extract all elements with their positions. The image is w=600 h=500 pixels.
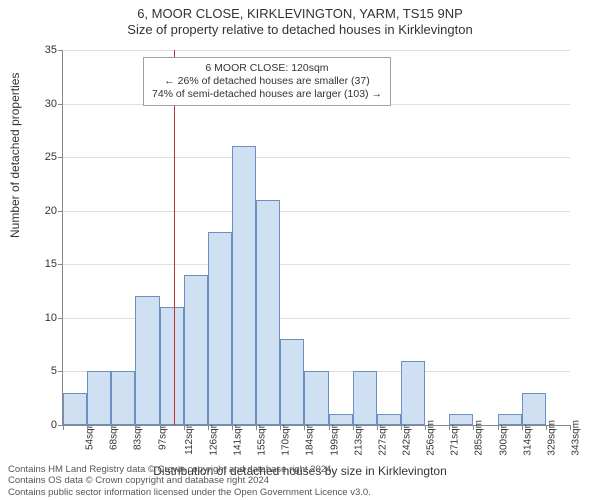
- y-tick-mark: [58, 318, 63, 319]
- x-tick-mark: [160, 425, 161, 430]
- x-tick-mark: [329, 425, 330, 430]
- histogram-bar: [522, 393, 546, 425]
- histogram-bar: [498, 414, 522, 425]
- x-tick-label: 155sqm: [256, 420, 267, 456]
- x-tick-mark: [473, 425, 474, 430]
- x-tick-label: 112sqm: [184, 420, 195, 455]
- x-tick-label: 329sqm: [546, 420, 557, 456]
- x-tick-label: 227sqm: [377, 420, 388, 456]
- annotation-box: 6 MOOR CLOSE: 120sqm← 26% of detached ho…: [143, 57, 391, 106]
- histogram-bar: [256, 200, 280, 425]
- histogram-bar: [232, 146, 256, 425]
- histogram-bar: [377, 414, 401, 425]
- x-tick-mark: [111, 425, 112, 430]
- y-tick-mark: [58, 157, 63, 158]
- histogram-bar: [280, 339, 304, 425]
- x-tick-label: 343sqm: [570, 420, 581, 456]
- x-tick-mark: [304, 425, 305, 430]
- y-tick-mark: [58, 371, 63, 372]
- y-tick-mark: [58, 50, 63, 51]
- x-tick-label: 184sqm: [305, 420, 316, 456]
- x-tick-label: 199sqm: [329, 420, 340, 456]
- gridline: [63, 50, 570, 51]
- x-tick-mark: [425, 425, 426, 430]
- x-tick-label: 314sqm: [522, 420, 533, 456]
- x-tick-mark: [208, 425, 209, 430]
- histogram-bar: [135, 296, 159, 425]
- histogram-bar: [111, 371, 135, 425]
- histogram-bar: [329, 414, 353, 425]
- x-tick-label: 256sqm: [425, 420, 436, 456]
- y-tick-mark: [58, 211, 63, 212]
- annotation-line: ← 26% of detached houses are smaller (37…: [152, 75, 382, 88]
- histogram-bar: [184, 275, 208, 425]
- x-tick-mark: [377, 425, 378, 430]
- footer-attribution: Contains HM Land Registry data © Crown c…: [8, 464, 371, 498]
- x-tick-mark: [87, 425, 88, 430]
- histogram-bar: [87, 371, 111, 425]
- y-axis-label: Number of detached properties: [8, 73, 22, 238]
- histogram-bar: [401, 361, 425, 425]
- y-tick-mark: [58, 264, 63, 265]
- x-tick-mark: [449, 425, 450, 430]
- footer-line3: Contains public sector information licen…: [8, 487, 371, 498]
- x-tick-label: 300sqm: [498, 420, 509, 456]
- histogram-bar: [449, 414, 473, 425]
- chart-title-line2: Size of property relative to detached ho…: [0, 22, 600, 38]
- y-tick-label: 0: [51, 419, 57, 431]
- x-tick-mark: [353, 425, 354, 430]
- annotation-line: 6 MOOR CLOSE: 120sqm: [152, 62, 382, 75]
- x-tick-label: 285sqm: [474, 420, 485, 456]
- y-tick-label: 30: [45, 98, 57, 110]
- x-tick-mark: [232, 425, 233, 430]
- x-tick-mark: [280, 425, 281, 430]
- y-tick-label: 15: [45, 258, 57, 270]
- x-tick-mark: [401, 425, 402, 430]
- gridline: [63, 157, 570, 158]
- y-tick-label: 35: [45, 44, 57, 56]
- annotation-line: 74% of semi-detached houses are larger (…: [152, 88, 382, 101]
- x-tick-label: 242sqm: [401, 420, 412, 456]
- x-tick-label: 271sqm: [449, 420, 460, 456]
- chart-title: 6, MOOR CLOSE, KIRKLEVINGTON, YARM, TS15…: [0, 6, 600, 39]
- x-tick-mark: [256, 425, 257, 430]
- histogram-bar: [353, 371, 377, 425]
- y-tick-mark: [58, 104, 63, 105]
- footer-line1: Contains HM Land Registry data © Crown c…: [8, 464, 371, 475]
- histogram-bar: [208, 232, 232, 425]
- x-tick-mark: [498, 425, 499, 430]
- footer-line2: Contains OS data © Crown copyright and d…: [8, 475, 371, 486]
- histogram-bar: [304, 371, 328, 425]
- x-tick-mark: [184, 425, 185, 430]
- x-tick-mark: [135, 425, 136, 430]
- y-tick-label: 10: [45, 312, 57, 324]
- x-tick-mark: [570, 425, 571, 430]
- x-tick-mark: [63, 425, 64, 430]
- y-tick-label: 5: [51, 365, 57, 377]
- chart-plot-area: 0510152025303554sqm68sqm83sqm97sqm112sqm…: [62, 50, 570, 426]
- gridline: [63, 264, 570, 265]
- y-tick-label: 25: [45, 151, 57, 163]
- y-tick-label: 20: [45, 205, 57, 217]
- x-tick-label: 170sqm: [280, 420, 291, 456]
- gridline: [63, 211, 570, 212]
- x-tick-label: 126sqm: [208, 420, 219, 456]
- histogram-bar: [160, 307, 184, 425]
- x-tick-label: 141sqm: [232, 420, 243, 456]
- x-tick-label: 213sqm: [353, 420, 364, 456]
- chart-title-line1: 6, MOOR CLOSE, KIRKLEVINGTON, YARM, TS15…: [0, 6, 600, 22]
- x-tick-mark: [546, 425, 547, 430]
- x-tick-mark: [522, 425, 523, 430]
